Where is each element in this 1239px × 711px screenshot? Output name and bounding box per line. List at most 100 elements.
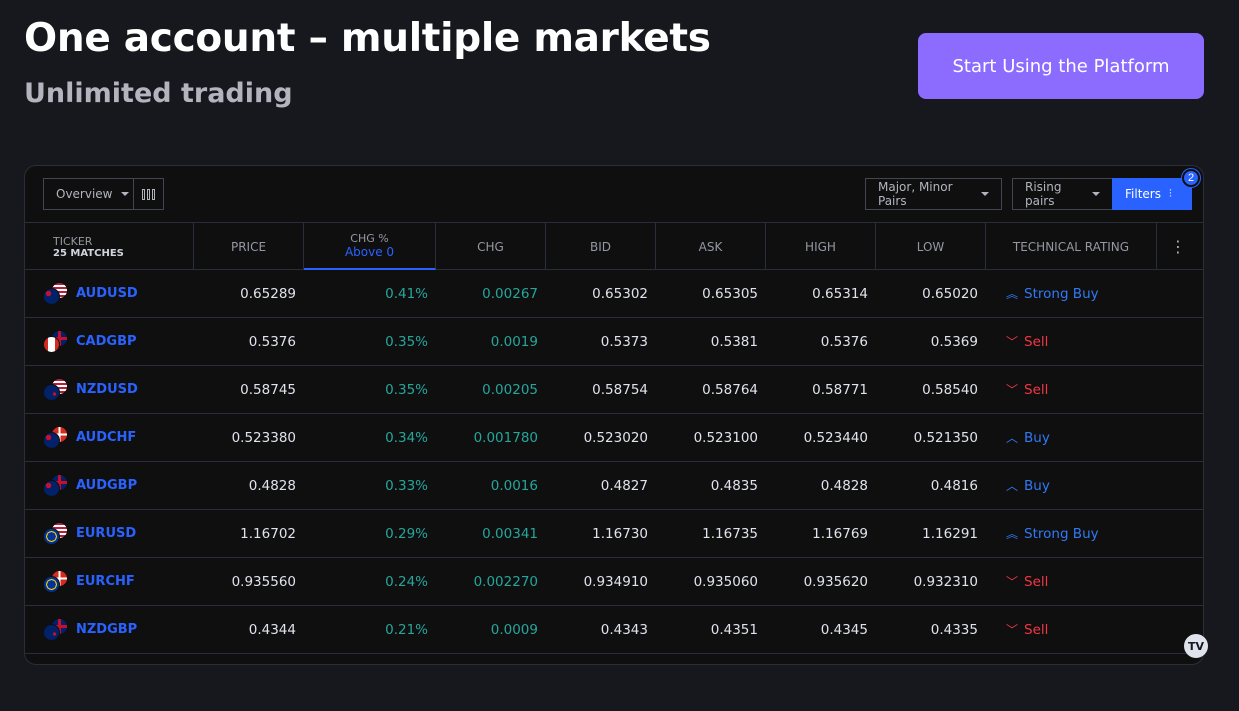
column-header-ticker[interactable]: TICKER 25 MATCHES bbox=[25, 223, 194, 270]
ticker-symbol-link[interactable]: CADGBP bbox=[76, 334, 137, 349]
high-cell: 0.4345 bbox=[820, 621, 868, 638]
ticker-cell: EURUSD bbox=[25, 510, 194, 557]
start-platform-button[interactable]: Start Using the Platform bbox=[918, 33, 1204, 99]
ask-cell: 0.58764 bbox=[702, 381, 758, 398]
ticker-symbol-link[interactable]: EURCHF bbox=[76, 574, 135, 589]
bid-cell: 0.4343 bbox=[600, 621, 648, 638]
chg-cell: 0.0016 bbox=[490, 477, 538, 494]
ticker-cell: EURCHF bbox=[25, 558, 194, 605]
technical-rating-cell: ﹀ Sell bbox=[986, 366, 1199, 413]
sliders-icon: ⫶ bbox=[1168, 187, 1172, 200]
rating-label: Sell bbox=[1024, 381, 1049, 398]
columns-icon bbox=[142, 188, 155, 200]
rating-arrow-icon: ﹀ bbox=[1006, 575, 1019, 589]
more-options-icon[interactable]: ⋮ bbox=[1170, 237, 1186, 256]
base-flag-icon bbox=[43, 575, 60, 593]
high-cell: 1.16769 bbox=[812, 525, 868, 542]
ticker-cell: AUDGBP bbox=[25, 462, 194, 509]
rating-arrow-icon: ﹀ bbox=[1006, 383, 1019, 397]
chg-pct-cell: 0.34% bbox=[385, 429, 428, 446]
currency-flags-icon bbox=[43, 569, 69, 594]
ask-cell: 1.16735 bbox=[702, 525, 758, 542]
pairs-select[interactable]: Major, Minor Pairs bbox=[865, 178, 1002, 210]
column-header-low[interactable]: LOW bbox=[876, 223, 986, 270]
view-select-label: Overview bbox=[56, 187, 113, 201]
table-row[interactable]: NZDUSD 0.58745 0.35% 0.00205 0.58754 0.5… bbox=[25, 366, 1203, 414]
base-flag-icon bbox=[43, 527, 60, 545]
ticker-symbol-link[interactable]: NZDUSD bbox=[76, 382, 138, 397]
low-cell: 1.16291 bbox=[922, 525, 978, 542]
table-row[interactable]: AUDCHF 0.523380 0.34% 0.001780 0.523020 … bbox=[25, 414, 1203, 462]
ticker-header-label: TICKER bbox=[53, 234, 93, 248]
table-row[interactable]: AUDUSD 0.65289 0.41% 0.00267 0.65302 0.6… bbox=[25, 270, 1203, 318]
currency-flags-icon bbox=[43, 377, 69, 402]
low-cell: 0.65020 bbox=[922, 285, 978, 302]
currency-flags-icon bbox=[43, 521, 69, 546]
table-row[interactable]: EURCHF 0.935560 0.24% 0.002270 0.934910 … bbox=[25, 558, 1203, 606]
table-row[interactable]: CADGBP 0.5376 0.35% 0.0019 0.5373 0.5381… bbox=[25, 318, 1203, 366]
low-cell: 0.4335 bbox=[930, 621, 978, 638]
rating-label: Sell bbox=[1024, 333, 1049, 350]
price-cell: 1.16702 bbox=[240, 525, 296, 542]
chg-cell: 0.002270 bbox=[473, 573, 538, 590]
filters-count-badge: 2 bbox=[1182, 169, 1200, 187]
screener-table: TICKER 25 MATCHES PRICE CHG % Above 0 CH… bbox=[25, 222, 1203, 654]
ask-cell: 0.935060 bbox=[693, 573, 758, 590]
table-row[interactable]: AUDGBP 0.4828 0.33% 0.0016 0.4827 0.4835… bbox=[25, 462, 1203, 510]
rating-arrow-icon: ︽ bbox=[1006, 287, 1019, 301]
column-header-high[interactable]: HIGH bbox=[766, 223, 876, 270]
bid-cell: 0.523020 bbox=[583, 429, 648, 446]
columns-button[interactable] bbox=[133, 178, 164, 210]
sort-select[interactable]: Rising pairs bbox=[1012, 178, 1113, 210]
ticker-cell: CADGBP bbox=[25, 318, 194, 365]
chg-pct-cell: 0.35% bbox=[385, 381, 428, 398]
column-header-price[interactable]: PRICE bbox=[194, 223, 304, 270]
column-header-bid[interactable]: BID bbox=[546, 223, 656, 270]
low-cell: 0.4816 bbox=[930, 477, 978, 494]
high-cell: 0.5376 bbox=[820, 333, 868, 350]
ticker-symbol-link[interactable]: AUDGBP bbox=[76, 478, 138, 493]
rating-arrow-icon: ﹀ bbox=[1006, 335, 1019, 349]
ticker-symbol-link[interactable]: AUDCHF bbox=[76, 430, 137, 445]
rating-label: Strong Buy bbox=[1024, 285, 1099, 302]
table-row[interactable]: NZDGBP 0.4344 0.21% 0.0009 0.4343 0.4351… bbox=[25, 606, 1203, 654]
chevron-down-icon bbox=[1092, 192, 1100, 196]
chg-cell: 0.00267 bbox=[482, 285, 538, 302]
view-select[interactable]: Overview bbox=[43, 178, 134, 210]
ticker-cell: AUDUSD bbox=[25, 270, 194, 317]
chg-pct-header-label: CHG % bbox=[350, 232, 389, 245]
price-cell: 0.523380 bbox=[231, 429, 296, 446]
chevron-down-icon bbox=[981, 192, 989, 196]
chg-cell: 0.0009 bbox=[490, 621, 538, 638]
hero-title: One account – multiple markets bbox=[24, 16, 711, 61]
ticker-symbol-link[interactable]: AUDUSD bbox=[76, 286, 138, 301]
ticker-symbol-link[interactable]: EURUSD bbox=[76, 526, 137, 541]
chg-cell: 0.0019 bbox=[490, 333, 538, 350]
column-header-ask[interactable]: ASK bbox=[656, 223, 766, 270]
high-cell: 0.58771 bbox=[812, 381, 868, 398]
chevron-down-icon bbox=[120, 192, 129, 196]
rating-label: Strong Buy bbox=[1024, 525, 1099, 542]
tradingview-logo[interactable]: TV bbox=[1184, 634, 1208, 658]
chg-pct-cell: 0.29% bbox=[385, 525, 428, 542]
low-cell: 0.5369 bbox=[930, 333, 978, 350]
rating-arrow-icon: ︿ bbox=[1006, 479, 1019, 493]
sort-select-label: Rising pairs bbox=[1025, 180, 1062, 208]
ticker-symbol-link[interactable]: NZDGBP bbox=[76, 622, 138, 637]
chg-pct-cell: 0.24% bbox=[385, 573, 428, 590]
rating-label: Buy bbox=[1024, 429, 1050, 446]
bid-cell: 0.5373 bbox=[600, 333, 648, 350]
ask-cell: 0.4835 bbox=[710, 477, 758, 494]
column-header-rating[interactable]: TECHNICAL RATING bbox=[986, 223, 1157, 270]
filters-button[interactable]: Filters ⫶ bbox=[1112, 178, 1192, 210]
chg-pct-cell: 0.35% bbox=[385, 333, 428, 350]
column-header-chg-pct[interactable]: CHG % Above 0 bbox=[304, 223, 436, 270]
chg-pct-cell: 0.21% bbox=[385, 621, 428, 638]
currency-flags-icon bbox=[43, 617, 69, 642]
chg-pct-cell: 0.41% bbox=[385, 285, 428, 302]
rating-label: Buy bbox=[1024, 477, 1050, 494]
column-header-chg[interactable]: CHG bbox=[436, 223, 546, 270]
filters-label: Filters bbox=[1125, 187, 1161, 201]
base-flag-icon bbox=[43, 431, 60, 449]
table-row[interactable]: EURUSD 1.16702 0.29% 0.00341 1.16730 1.1… bbox=[25, 510, 1203, 558]
